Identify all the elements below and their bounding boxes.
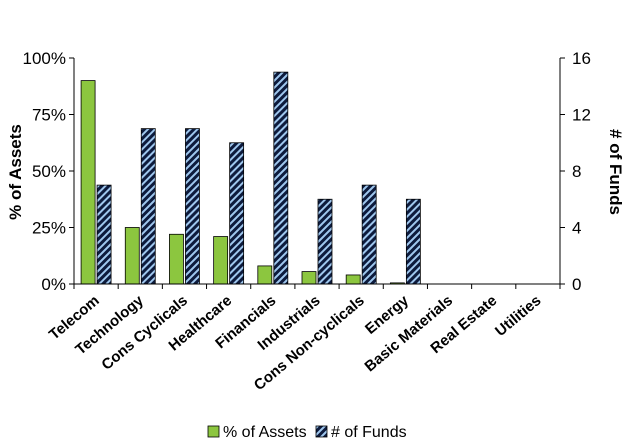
- legend-label-assets: % of Assets: [223, 424, 307, 441]
- right-tick-label-0: 0: [572, 275, 581, 294]
- bar-funds-1: [140, 128, 156, 285]
- left-tick-label-4: 100%: [23, 49, 66, 68]
- bar-funds-7: [405, 198, 421, 285]
- left-tick-label-0: 0%: [41, 275, 66, 294]
- left-axis: 0% 25% 50% 75% 100%: [23, 49, 75, 294]
- bar-funds-4: [273, 71, 289, 285]
- left-tick-label-1: 25%: [32, 219, 66, 238]
- bar-assets-6: [345, 274, 361, 285]
- y-axis-title: % of Assets: [6, 124, 25, 220]
- bar-funds-3: [229, 142, 245, 285]
- right-axis: 0 4 8 12 16: [559, 49, 591, 294]
- legend: % of Assets # of Funds: [207, 424, 407, 441]
- bar-assets-1: [124, 227, 140, 285]
- legend-label-funds: # of Funds: [331, 424, 407, 441]
- left-tick-label-2: 50%: [32, 162, 66, 181]
- bar-funds-5: [317, 198, 333, 285]
- bar-assets-0: [80, 80, 96, 285]
- bar-assets-3: [213, 236, 229, 285]
- bar-funds-0: [96, 184, 112, 285]
- right-tick-label-4: 16: [572, 49, 591, 68]
- bar-funds-6: [361, 184, 377, 285]
- y2-axis-title: # of Funds: [606, 129, 625, 215]
- right-tick-label-1: 4: [572, 219, 581, 238]
- right-tick-label-3: 12: [572, 106, 591, 125]
- legend-swatch-funds: [315, 425, 328, 438]
- bar-funds-2: [185, 128, 200, 285]
- plot-area: [80, 71, 421, 285]
- bar-assets-5: [301, 271, 317, 285]
- bar-assets-4: [257, 265, 273, 285]
- right-tick-label-2: 8: [572, 162, 581, 181]
- bar-assets-2: [169, 233, 184, 285]
- legend-swatch-assets: [207, 425, 220, 438]
- left-tick-label-3: 75%: [32, 106, 66, 125]
- x-tick-label-10: Utilities: [492, 292, 544, 340]
